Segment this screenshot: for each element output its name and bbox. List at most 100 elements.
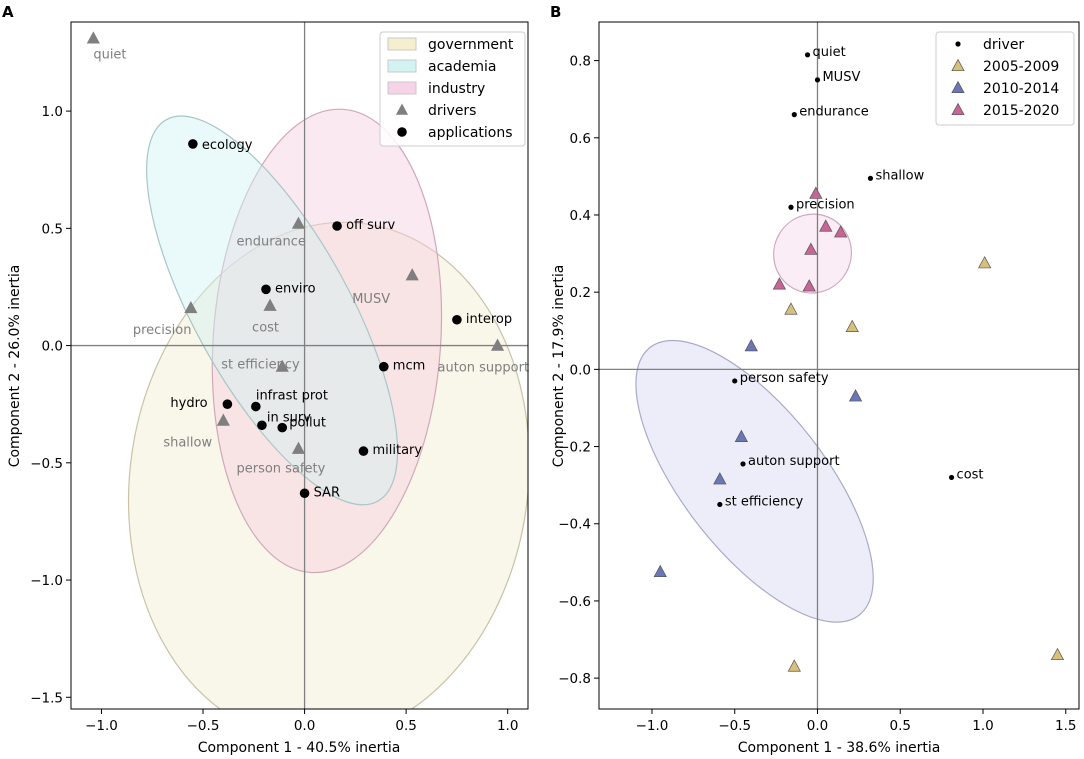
driver-label: quiet xyxy=(813,45,846,60)
legend-label: 2015-2020 xyxy=(983,103,1059,119)
driver-point xyxy=(216,413,230,426)
legend-swatch xyxy=(387,37,417,51)
y-tick-label: 0.0 xyxy=(570,362,591,378)
y-tick-label: −0.5 xyxy=(30,456,63,472)
legend-swatch xyxy=(951,102,965,116)
y-tick-label: 0.6 xyxy=(570,131,591,147)
legend-swatch xyxy=(387,81,417,95)
series-point-2010-2014 xyxy=(653,564,667,578)
driver-point xyxy=(263,298,277,311)
series-point-2015-2020 xyxy=(834,225,848,238)
series-point-2010-2014 xyxy=(713,472,727,485)
ellipse-industry xyxy=(211,108,443,574)
x-tick-label: 1.5 xyxy=(1055,718,1076,734)
series-point-2015-2020 xyxy=(819,219,833,232)
legend-label: drivers xyxy=(428,103,476,119)
application-label: military xyxy=(372,443,422,458)
panel-a-ticks: −1.0 −0.5 0.0 0.5 1.0 −1.5 −1.0 −0.5 0.0 0.5 1.0 xyxy=(30,104,518,734)
driver-point xyxy=(740,461,746,467)
driver-label: precision xyxy=(133,323,192,338)
driver-label: cost xyxy=(957,467,984,482)
y-tick-label: −0.4 xyxy=(558,517,591,533)
application-label: mcm xyxy=(393,359,425,374)
panel-b-zero-lines xyxy=(599,22,1079,709)
panel-a-ylabel: Component 2 - 26.0% inertia xyxy=(7,265,23,468)
x-tick-label: 0.0 xyxy=(807,718,828,734)
panel-a-zero-lines xyxy=(71,22,528,709)
y-tick-label: −1.0 xyxy=(30,573,63,589)
panel-b: B quiet MUSV endurance shallow precision pers… xyxy=(550,3,1080,756)
series-point-2015-2020 xyxy=(772,277,787,290)
series-point-2010-2014 xyxy=(848,389,863,402)
panel-b-ellipses xyxy=(635,213,874,623)
series-point-2010-2014 xyxy=(744,338,758,352)
driver-point xyxy=(405,268,419,281)
driver-point xyxy=(732,378,738,384)
driver-point xyxy=(791,112,797,118)
application-point xyxy=(358,446,369,456)
y-tick-label: 0.4 xyxy=(570,208,591,224)
legend-label: driver xyxy=(983,37,1024,53)
panel-b-ticks: −1.0 −0.5 0.0 0.5 1.0 1.5 −0.8 −0.6 −0.4 −0.2 0.0 0… xyxy=(558,54,1076,734)
x-tick-label: −0.5 xyxy=(718,718,751,734)
legend-box xyxy=(935,31,1075,126)
series-point-2015-2020 xyxy=(802,279,816,292)
application-label: interop xyxy=(466,312,512,327)
legend-swatch xyxy=(955,41,961,47)
series-point-2005-2009 xyxy=(1050,647,1065,661)
driver-point xyxy=(275,359,289,372)
driver-point xyxy=(948,474,955,481)
ellipse-government xyxy=(127,221,528,709)
y-tick-label: 0.5 xyxy=(42,221,63,237)
panel-a-frame xyxy=(70,21,529,710)
ellipse-2010-2014 xyxy=(635,339,874,623)
series-point-2005-2009 xyxy=(978,256,992,269)
series-point-2005-2009 xyxy=(787,659,801,672)
panel-a-letter: A xyxy=(2,3,14,21)
x-tick-label: 0.0 xyxy=(294,718,315,734)
y-tick-label: −0.8 xyxy=(558,671,591,687)
application-point xyxy=(378,361,389,372)
application-point xyxy=(257,420,267,431)
driver-point xyxy=(86,31,100,44)
driver-label: endurance xyxy=(236,235,305,250)
legend-swatch xyxy=(951,58,965,72)
panel-b-xlabel: Component 1 - 38.6% inertia xyxy=(738,740,941,756)
driver-label: MUSV xyxy=(822,70,860,85)
driver-label: endurance xyxy=(799,105,868,120)
legend-label: government xyxy=(428,37,514,53)
x-tick-label: 0.5 xyxy=(395,718,416,734)
legend-label: academia xyxy=(428,59,496,75)
application-label: SAR xyxy=(314,485,340,500)
x-tick-label: −0.5 xyxy=(187,718,220,734)
panel-b-ylabel: Component 2 - 17.9% inertia xyxy=(551,265,567,468)
x-tick-label: 1.0 xyxy=(497,718,518,734)
driver-label: shallow xyxy=(875,168,924,183)
driver-label: shallow xyxy=(163,436,212,451)
series-point-2010-2014 xyxy=(734,429,748,442)
application-label: in surv xyxy=(267,410,311,425)
series-point-2005-2009 xyxy=(845,319,859,332)
driver-label: precision xyxy=(796,197,855,212)
application-label: enviro xyxy=(275,281,316,296)
driver-point xyxy=(804,52,811,58)
application-point xyxy=(261,284,271,295)
driver-point xyxy=(788,204,794,210)
panel-a-ellipses xyxy=(127,108,528,709)
application-label: infrast prot xyxy=(256,389,328,404)
panel-a: A quiet endurance MUSV precision cost auton s… xyxy=(2,3,529,756)
application-point xyxy=(452,314,462,325)
x-tick-label: −1.0 xyxy=(85,718,118,734)
y-tick-label: 0.0 xyxy=(42,339,63,355)
panel-b-point-labels: quiet MUSV endurance shallow precision person… xyxy=(725,45,984,510)
driver-label: person safety xyxy=(236,462,325,477)
driver-label: person safety xyxy=(740,371,829,386)
application-point xyxy=(332,221,342,231)
driver-point xyxy=(814,77,821,83)
y-tick-label: 0.8 xyxy=(570,54,591,70)
panel-b-letter: B xyxy=(550,3,561,21)
y-tick-label: 1.0 xyxy=(42,104,63,120)
panel-a-marks xyxy=(86,31,505,499)
legend-swatch xyxy=(397,127,407,137)
driver-point xyxy=(291,441,306,454)
